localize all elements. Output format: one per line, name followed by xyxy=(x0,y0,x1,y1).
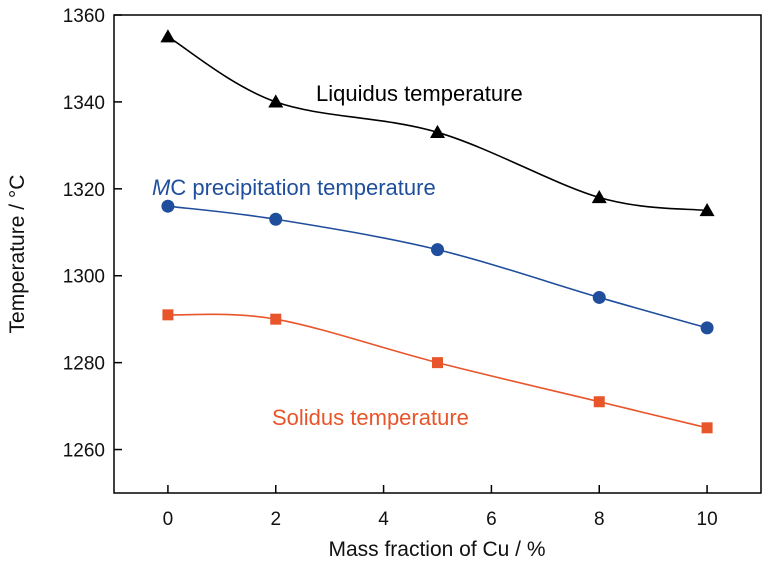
series-0 xyxy=(160,29,715,217)
y-tick-label: 1340 xyxy=(63,93,105,114)
y-tick-label: 1280 xyxy=(63,354,105,375)
x-axis-title: Mass fraction of Cu / % xyxy=(328,538,545,561)
data-point-triangle xyxy=(160,29,176,43)
data-point-square xyxy=(432,357,443,369)
x-tick-label: 4 xyxy=(378,509,389,530)
series-label-mc-precipitation: MC precipitation temperature xyxy=(152,175,436,200)
data-point-square xyxy=(162,309,174,321)
series-label-mc-rest: C precipitation temperature xyxy=(170,175,435,200)
series-label-solidus: Solidus temperature xyxy=(272,405,469,430)
y-tick-label: 1360 xyxy=(63,6,105,27)
y-axis-title: Temperature / °C xyxy=(6,175,29,334)
data-point-triangle xyxy=(430,124,445,138)
y-axis-ticks: 1260 1280 1300 1320 1340 1360 xyxy=(63,6,122,462)
data-point-triangle xyxy=(591,190,607,204)
data-point-circle xyxy=(269,212,283,226)
data-point-square xyxy=(593,396,605,408)
series-2 xyxy=(162,309,713,434)
x-tick-label: 0 xyxy=(163,509,174,530)
series-label-mc-italic: M xyxy=(152,175,171,200)
y-tick-label: 1320 xyxy=(63,180,105,201)
series-label-liquidus: Liquidus temperature xyxy=(316,81,523,106)
x-axis-ticks: 0 2 4 6 8 10 xyxy=(163,485,718,530)
data-point-triangle xyxy=(699,203,715,217)
data-point-circle xyxy=(161,199,175,213)
x-tick-label: 8 xyxy=(594,509,605,530)
data-point-triangle xyxy=(268,94,284,108)
plot-frame xyxy=(113,14,762,494)
y-tick-label: 1260 xyxy=(63,441,105,462)
data-point-square xyxy=(701,422,713,434)
data-point-square xyxy=(270,313,282,325)
data-point-circle xyxy=(592,290,606,304)
series-line xyxy=(167,205,708,329)
series-layer xyxy=(160,29,715,434)
x-tick-label: 2 xyxy=(270,509,281,530)
x-tick-label: 10 xyxy=(697,509,718,530)
data-point-circle xyxy=(700,321,714,335)
y-tick-label: 1300 xyxy=(63,267,105,288)
series-1 xyxy=(161,199,714,335)
data-point-circle xyxy=(431,243,444,257)
x-tick-label: 6 xyxy=(486,509,497,530)
